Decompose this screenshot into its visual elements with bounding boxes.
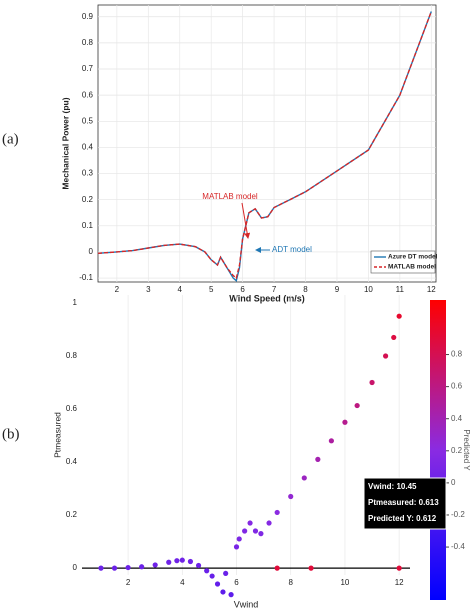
data-point xyxy=(396,565,402,571)
data-point xyxy=(396,313,402,319)
x-tick-label: 12 xyxy=(427,285,436,294)
x-tick-label: 4 xyxy=(180,578,185,587)
x-tick-label: 5 xyxy=(209,285,214,294)
panel-label: (a) xyxy=(2,131,19,147)
data-point xyxy=(214,581,221,587)
colorbar-tick-label: 0 xyxy=(451,478,456,487)
y-tick-label: 0.3 xyxy=(82,169,94,178)
y-tick-label: 0.8 xyxy=(82,38,94,47)
x-tick-label: 10 xyxy=(364,285,373,294)
data-point xyxy=(228,592,234,598)
x-axis-label: Vwind xyxy=(234,599,259,609)
y-tick-label: 0.1 xyxy=(82,221,94,230)
y-tick-label: 0 xyxy=(73,563,78,572)
x-tick-label: 8 xyxy=(303,285,308,294)
x-tick-label: 7 xyxy=(272,285,277,294)
colorbar-tick-label: 0.8 xyxy=(451,350,463,359)
y-tick-label: 0.7 xyxy=(82,64,94,73)
data-point xyxy=(252,528,259,534)
data-point xyxy=(315,456,321,462)
colorbar xyxy=(430,300,446,600)
legend-box xyxy=(370,250,436,274)
data-point xyxy=(98,565,104,571)
data-point xyxy=(174,558,180,564)
colorbar-tick-label: -0.2 xyxy=(451,510,465,519)
y-axis-label: Mechanical Power (pu) xyxy=(60,97,70,189)
y-tick-label: 0.2 xyxy=(82,195,94,204)
data-point xyxy=(391,334,397,341)
colorbar-tick-label: -0.4 xyxy=(451,542,465,551)
y-tick-label: 0.6 xyxy=(66,404,78,413)
x-tick-label: 6 xyxy=(234,578,239,587)
data-point xyxy=(139,564,145,570)
data-point xyxy=(258,531,264,537)
y-tick-label: 0.2 xyxy=(66,510,78,519)
y-tick-label: 0 xyxy=(89,247,94,256)
tooltip-text: Predicted Y: 0.612 xyxy=(368,514,437,523)
annotation-arrow xyxy=(241,202,251,239)
x-tick-label: 8 xyxy=(289,578,294,587)
data-point xyxy=(274,565,280,571)
y-tick-label: 0.9 xyxy=(82,12,94,21)
data-point xyxy=(233,544,240,550)
x-tick-label: 6 xyxy=(240,285,245,294)
x-tick-label: 4 xyxy=(178,285,183,294)
y-tick-label: 1 xyxy=(73,298,78,307)
x-axis-label: Wind Speed (m/s) xyxy=(229,293,304,303)
data-point xyxy=(383,353,389,359)
colorbar-label: Predicted Y xyxy=(462,429,471,471)
data-point xyxy=(308,565,314,571)
y-axis-label: Ptmeasured xyxy=(52,412,62,458)
data-point xyxy=(342,419,348,425)
data-point xyxy=(236,536,242,542)
y-tick-label: -0.1 xyxy=(79,273,93,282)
x-tick-label: 10 xyxy=(340,578,349,587)
tooltip-text: Vwind: 10.45 xyxy=(368,482,417,491)
y-tick-label: 0.6 xyxy=(82,90,94,99)
tooltip-box xyxy=(363,477,447,530)
annotation: MATLAB model xyxy=(202,192,258,201)
y-tick-label: 0.8 xyxy=(66,351,78,360)
data-point xyxy=(354,402,360,409)
colorbar-tick-label: 0.2 xyxy=(451,446,463,455)
plot-area xyxy=(97,4,437,283)
y-tick-label: 0.5 xyxy=(82,116,94,125)
y-tick-label: 0.4 xyxy=(82,143,94,152)
data-point xyxy=(152,562,158,568)
x-tick-label: 11 xyxy=(396,285,405,294)
data-point xyxy=(204,568,210,574)
x-tick-label: 3 xyxy=(146,285,151,294)
data-point xyxy=(247,520,253,526)
data-point xyxy=(288,493,294,500)
panel-label: (b) xyxy=(2,426,20,442)
series-line xyxy=(97,11,432,280)
colorbar-tick-label: 0.6 xyxy=(451,382,463,391)
data-point xyxy=(209,573,215,579)
colorbar-tick-label: 0.4 xyxy=(451,414,463,423)
x-tick-label: 2 xyxy=(126,578,131,587)
legend-label: MATLAB model xyxy=(388,264,436,271)
data-point xyxy=(369,379,375,386)
data-point xyxy=(220,589,226,595)
data-point xyxy=(187,558,194,565)
data-point xyxy=(328,438,334,444)
y-tick-label: 0.4 xyxy=(66,457,78,466)
data-point xyxy=(111,565,118,571)
data-point xyxy=(223,570,229,577)
x-tick-label: 12 xyxy=(395,578,404,587)
data-point xyxy=(266,520,272,526)
data-point xyxy=(301,475,307,481)
data-point xyxy=(125,564,131,571)
data-point xyxy=(166,559,172,565)
x-tick-label: 2 xyxy=(115,285,120,294)
x-tick-label: 9 xyxy=(335,285,340,294)
tooltip-text: Ptmeasured: 0.613 xyxy=(368,498,439,507)
legend-label: Azure DT model xyxy=(388,254,438,261)
data-point xyxy=(274,509,280,516)
annotation: ADT model xyxy=(272,245,312,254)
data-point xyxy=(242,528,248,534)
data-point xyxy=(195,562,202,569)
data-point xyxy=(179,557,185,563)
